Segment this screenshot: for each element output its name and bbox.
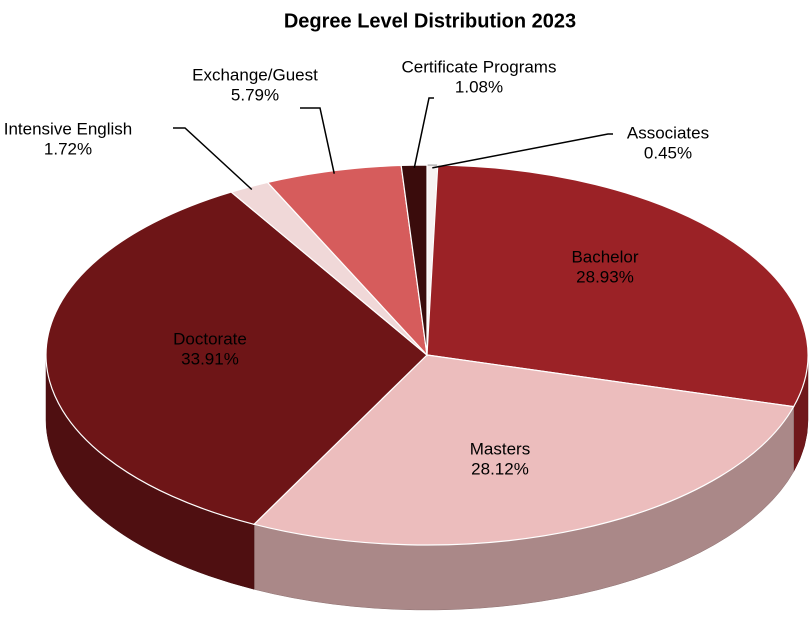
pie-tops <box>45 164 809 546</box>
leader-line <box>432 133 613 169</box>
slice-value-label: 0.45% <box>644 143 692 162</box>
slice-value-label: 28.93% <box>576 267 634 286</box>
slice-value-label: 1.72% <box>44 139 92 158</box>
chart-title: Degree Level Distribution 2023 <box>284 10 576 32</box>
slice-value-label: 1.08% <box>455 77 503 96</box>
slice-value-label: 33.91% <box>181 349 239 368</box>
slice-label: Certificate Programs <box>402 57 557 76</box>
slice-value-label: 5.79% <box>231 85 279 104</box>
slice-label: Doctorate <box>173 329 247 348</box>
slice <box>45 191 428 525</box>
leader-line <box>300 107 335 174</box>
slice-value-label: 28.12% <box>471 459 529 478</box>
slice-label: Intensive English <box>4 119 133 138</box>
leader-line <box>413 97 434 169</box>
slice <box>426 164 809 408</box>
slice <box>252 354 795 546</box>
leader-line <box>173 127 253 191</box>
slice <box>400 164 428 356</box>
slice-label: Bachelor <box>571 247 638 266</box>
slice-label: Masters <box>470 439 530 458</box>
slice <box>266 164 428 357</box>
slice-label: Exchange/Guest <box>192 65 318 84</box>
slice-label: Associates <box>627 123 709 142</box>
